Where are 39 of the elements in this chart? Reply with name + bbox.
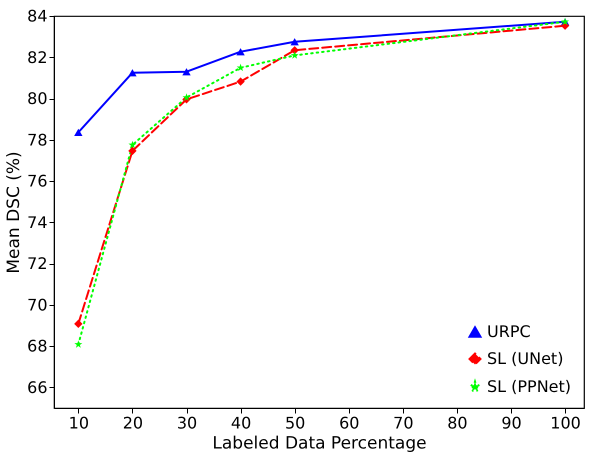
y-tick-label: 70 [27, 295, 48, 314]
y-axis-title: Mean DSC (%) [4, 151, 24, 274]
point [128, 69, 137, 76]
x-axis-title: Labeled Data Percentage [212, 434, 427, 454]
point [236, 64, 245, 72]
y-tick-label: 80 [27, 89, 48, 108]
y-tick-label: 72 [27, 254, 48, 274]
y-tick-label: 68 [27, 336, 48, 356]
y-tick-label: 78 [27, 130, 48, 150]
point [236, 77, 245, 86]
x-tick-label: 30 [176, 414, 198, 432]
point [290, 38, 299, 46]
point [128, 146, 137, 156]
point [182, 93, 190, 101]
point [290, 46, 299, 54]
y-tick-label: 76 [27, 172, 48, 191]
point [236, 48, 245, 56]
x-tick-label: 40 [230, 414, 252, 432]
point [182, 68, 191, 76]
x-tick-label: 80 [447, 414, 468, 432]
y-tick-label: 82 [27, 48, 48, 67]
x-tick-label: 10 [68, 414, 90, 432]
x-tick-label: 70 [393, 414, 414, 432]
x-tick-label: 50 [284, 414, 306, 432]
x-tick-label: 100 [550, 414, 581, 432]
x-tick-label: 90 [501, 414, 522, 432]
x-tick-label: 60 [339, 414, 360, 432]
point [74, 340, 82, 348]
legend-label: URPC [487, 322, 531, 341]
point [74, 128, 83, 136]
legend-label: SL (PPNet) [487, 377, 572, 396]
y-tick-label: 66 [27, 378, 48, 397]
point [74, 320, 83, 328]
y-tick-label: 74 [27, 212, 48, 232]
y-tick-label: 84 [27, 6, 48, 26]
point [290, 51, 299, 59]
x-tick-label: 20 [122, 414, 144, 432]
legend-label: SL (UNet) [487, 349, 564, 368]
point [128, 140, 136, 148]
